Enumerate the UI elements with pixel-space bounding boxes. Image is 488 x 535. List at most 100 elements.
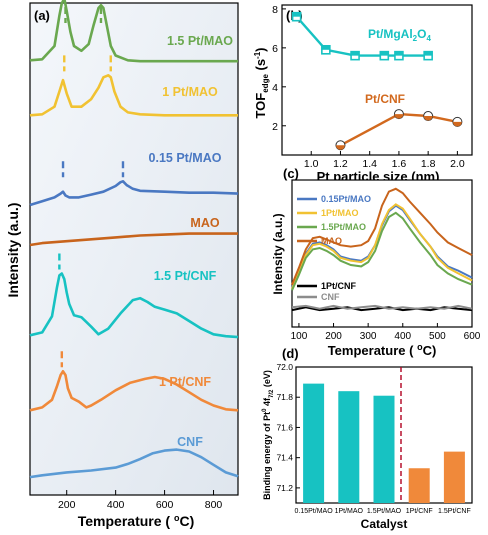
label-0-15-pt-mao: 0.15 Pt/MAO xyxy=(149,151,222,165)
x-tick-label-1-5pt-cnf: 1.5Pt/CNF xyxy=(438,508,471,515)
b-y-tick-label-4: 4 xyxy=(272,82,278,94)
bar-1pt-mao xyxy=(338,391,360,503)
c-x-tick-label-500: 500 xyxy=(429,331,446,342)
panel-a-frame xyxy=(29,2,239,496)
panel-a-label: (a) xyxy=(34,8,50,23)
curve-1-pt-mao xyxy=(29,74,238,117)
x-tick-label-800: 800 xyxy=(205,499,223,511)
bar-0-15pt-mao xyxy=(303,383,325,503)
curve-1-5-pt-mao xyxy=(29,0,238,63)
b-x-tick-label-5: 1.8 xyxy=(421,158,436,170)
line-pt-mgal-o xyxy=(295,15,429,57)
label-1-pt-cnf: 1 Pt/CNF xyxy=(159,375,211,389)
panel-c-y-axis-label: Intensity (a.u.) xyxy=(271,213,285,294)
x-tick-label-1-5pt-mao: 1.5Pt/MAO xyxy=(367,508,402,515)
line-pt-cnf xyxy=(339,112,458,147)
panel-a-y-axis-label: Intensity (a.u.) xyxy=(5,203,21,298)
panel-a-x-axis-label: Temperature ( oC) xyxy=(78,513,195,529)
b-x-tick-label-4: 1.6 xyxy=(392,158,407,170)
point-fill-pt-cnf-1 xyxy=(394,114,404,119)
legend-pt-mgal2o4: Pt/MgAl2O4 xyxy=(368,27,431,43)
point-fill-pt-mgal-o-1 xyxy=(321,45,330,50)
point-fill-pt-mgal-o-2 xyxy=(351,51,360,56)
b-x-tick-label-3: 1.4 xyxy=(362,158,377,170)
d-y-tick-label-4: 72.0 xyxy=(276,362,293,372)
panel-d-ticks: 71.2 71.4 71.6 71.8 72.0 xyxy=(276,362,300,493)
legend-text-0-15pt-mao: 0.15Pt/MAO xyxy=(321,194,371,204)
x-tick-label-1pt-cnf: 1Pt/CNF xyxy=(406,508,433,515)
panel-c-series xyxy=(291,187,473,312)
point-fill-pt-mgal-o-0 xyxy=(292,12,301,17)
legend-text-1pt-mao: 1Pt/MAO xyxy=(321,208,359,218)
point-fill-pt-mgal-o-4 xyxy=(394,51,403,56)
curve-1-pt-cnf xyxy=(29,369,239,412)
panel-c-ticks: 100 200 300 400 500 600 xyxy=(291,323,481,342)
panel-d-label: (d) xyxy=(282,346,299,361)
line-1pt-mao xyxy=(291,203,473,290)
point-fill-pt-cnf-0 xyxy=(335,145,345,150)
label-1-pt-mao: 1 Pt/MAO xyxy=(162,85,218,99)
label-1-5-pt-mao: 1.5 Pt/MAO xyxy=(167,34,233,48)
bar-1-5pt-mao xyxy=(373,395,395,503)
d-y-tick-label-2: 71.6 xyxy=(276,422,293,432)
panel-d-bars: 0.15Pt/MAO 1Pt/MAO 1.5Pt/MAO 1Pt/CNF 1.5Pt/C… xyxy=(295,383,471,515)
x-tick-label-1pt-mao: 1Pt/MAO xyxy=(335,508,364,515)
label-mao: MAO xyxy=(190,216,219,230)
legend-text-cnf: CNF xyxy=(321,292,340,302)
panel-b-series xyxy=(291,11,463,151)
c-x-tick-label-600: 600 xyxy=(464,331,481,342)
c-x-tick-label-400: 400 xyxy=(394,331,411,342)
x-tick-label-600: 600 xyxy=(156,499,174,511)
b-x-tick-label-1: 1.0 xyxy=(304,158,319,170)
panel-d: (d) 71.2 71.4 71.6 71.8 72.0 0.15Pt/MAO 1Pt/M… xyxy=(262,346,473,531)
line-1-5pt-mao xyxy=(291,211,473,291)
curve-cnf xyxy=(29,448,239,479)
label-1-5-pt-cnf: 1.5 Pt/CNF xyxy=(154,269,217,283)
x-tick-label-400: 400 xyxy=(107,499,125,511)
panel-a-x-ticks: 200 400 600 800 xyxy=(58,490,223,511)
curve-mao xyxy=(29,232,238,247)
b-x-tick-label-6: 2.0 xyxy=(450,158,465,170)
label-cnf: CNF xyxy=(177,435,203,449)
panel-d-y-axis-label: Binding energy of Pt0 4f7/2 (eV) xyxy=(262,370,275,500)
legend-text-1-5pt-mao: 1.5Pt/MAO xyxy=(321,222,366,232)
line-mao xyxy=(291,187,473,286)
bar-1-5pt-cnf xyxy=(443,451,465,503)
curve-0-15-pt-mao xyxy=(29,180,239,207)
legend-text-mao: MAO xyxy=(321,236,342,246)
d-y-tick-label-3: 71.8 xyxy=(276,392,293,402)
point-fill-pt-mgal-o-3 xyxy=(380,51,389,56)
point-fill-pt-cnf-3 xyxy=(452,121,462,127)
b-y-tick-label-2: 2 xyxy=(272,121,278,133)
b-y-tick-label-8: 8 xyxy=(272,4,278,16)
c-x-tick-label-200: 200 xyxy=(325,331,342,342)
c-x-tick-label-300: 300 xyxy=(360,331,377,342)
panel-b-y-axis-label: TOFedge (s-1) xyxy=(253,47,270,118)
panel-a-curves: 1.5 Pt/MAO 1 Pt/MAO 0.15 Pt/MAO MAO 1.5 Pt/C… xyxy=(29,0,239,479)
point-fill-pt-mgal-o-5 xyxy=(424,51,433,56)
b-y-tick-label-6: 6 xyxy=(272,43,278,55)
d-y-tick-label-1: 71.4 xyxy=(276,453,293,463)
point-fill-pt-cnf-2 xyxy=(423,116,433,121)
x-tick-label-0-15pt-mao: 0.15Pt/MAO xyxy=(295,508,334,515)
c-x-tick-label-100: 100 xyxy=(291,331,308,342)
panel-b-ticks: 1.0 1.2 1.4 1.6 1.8 2.0 2 4 6 8 xyxy=(272,4,465,170)
panel-c-label: (c) xyxy=(283,166,299,181)
bar-1pt-cnf xyxy=(408,468,430,503)
panel-b-frame xyxy=(281,4,473,156)
panel-c-frame xyxy=(291,179,473,328)
d-y-tick-label-0: 71.2 xyxy=(276,483,293,493)
panel-c: (c) 100 200 300 400 500 600 0.15Pt/MAO 1Pt/MAO… xyxy=(271,166,481,358)
panel-c-x-axis-label: Temperature ( oC) xyxy=(328,342,437,358)
x-tick-label-200: 200 xyxy=(58,499,76,511)
panel-d-x-axis-label: Catalyst xyxy=(361,517,408,531)
curve-1-5-pt-cnf xyxy=(29,272,239,339)
b-x-tick-label-2: 1.2 xyxy=(333,158,348,170)
line-cnf xyxy=(291,304,473,310)
legend-text-1pt-cnf: 1Pt/CNF xyxy=(321,281,357,291)
legend-pt-cnf: Pt/CNF xyxy=(365,92,405,106)
